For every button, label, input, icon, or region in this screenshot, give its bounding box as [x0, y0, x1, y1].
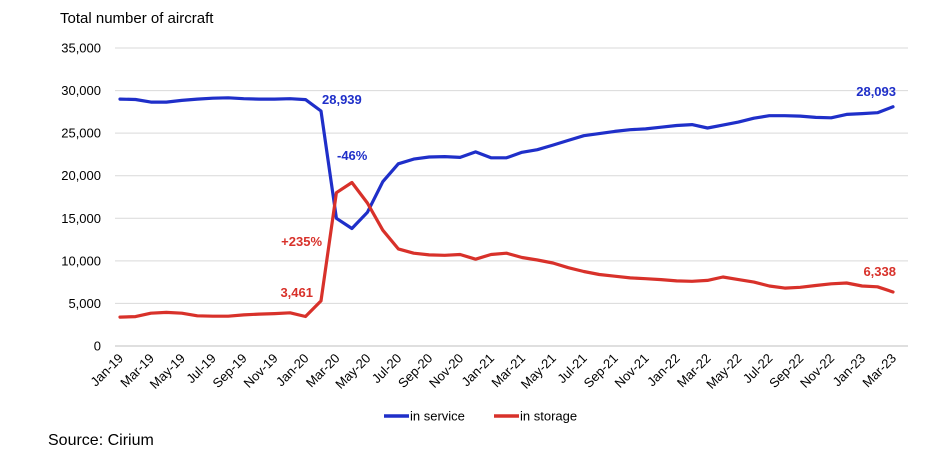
x-tick-label: May-21 [518, 351, 559, 392]
x-tick-label: Nov-19 [240, 351, 280, 391]
y-tick-label: 25,000 [61, 126, 101, 141]
series-line-in-storage [118, 180, 895, 319]
x-tick-label: May-20 [332, 351, 373, 392]
y-tick-label: 35,000 [61, 41, 101, 56]
y-axis-ticks: 0 5,000 10,000 15,000 20,000 25,000 30,000 35,0… [61, 41, 101, 354]
data-label: 28,939 [322, 92, 362, 107]
y-axis-title: Total number of aircraft [60, 10, 214, 27]
x-tick-label: May-22 [703, 351, 744, 392]
y-tick-label: 10,000 [61, 253, 101, 268]
legend: in service in storage [384, 409, 577, 424]
legend-label: in storage [520, 409, 577, 424]
y-tick-label: 20,000 [61, 168, 101, 183]
legend-label: in service [410, 409, 465, 424]
data-label: 3,461 [280, 285, 313, 300]
series-lines [118, 96, 895, 319]
y-tick-label: 15,000 [61, 211, 101, 226]
x-tick-label: Mar-23 [859, 351, 899, 391]
x-tick-label: Nov-21 [612, 351, 652, 391]
gridlines [115, 47, 908, 347]
y-tick-label: 30,000 [61, 83, 101, 98]
data-label: +235% [281, 234, 322, 249]
y-tick-label: 5,000 [68, 296, 101, 311]
y-tick-label: 0 [94, 339, 101, 354]
data-label: 28,093 [856, 84, 896, 99]
source-note: Source: Cirium [48, 432, 154, 449]
data-label: 6,338 [863, 264, 896, 279]
x-tick-label: Nov-22 [797, 351, 837, 391]
series-line-in-service [118, 96, 895, 231]
x-tick-label: May-19 [147, 351, 188, 392]
data-label: -46% [337, 148, 368, 163]
annotations: 28,939 -46% 28,093 +235% 3,461 6,338 [280, 84, 896, 300]
x-axis-ticks: Jan-19Mar-19May-19Jul-19Sep-19Nov-19Jan-… [87, 351, 899, 392]
x-tick-label: Nov-20 [426, 351, 466, 391]
